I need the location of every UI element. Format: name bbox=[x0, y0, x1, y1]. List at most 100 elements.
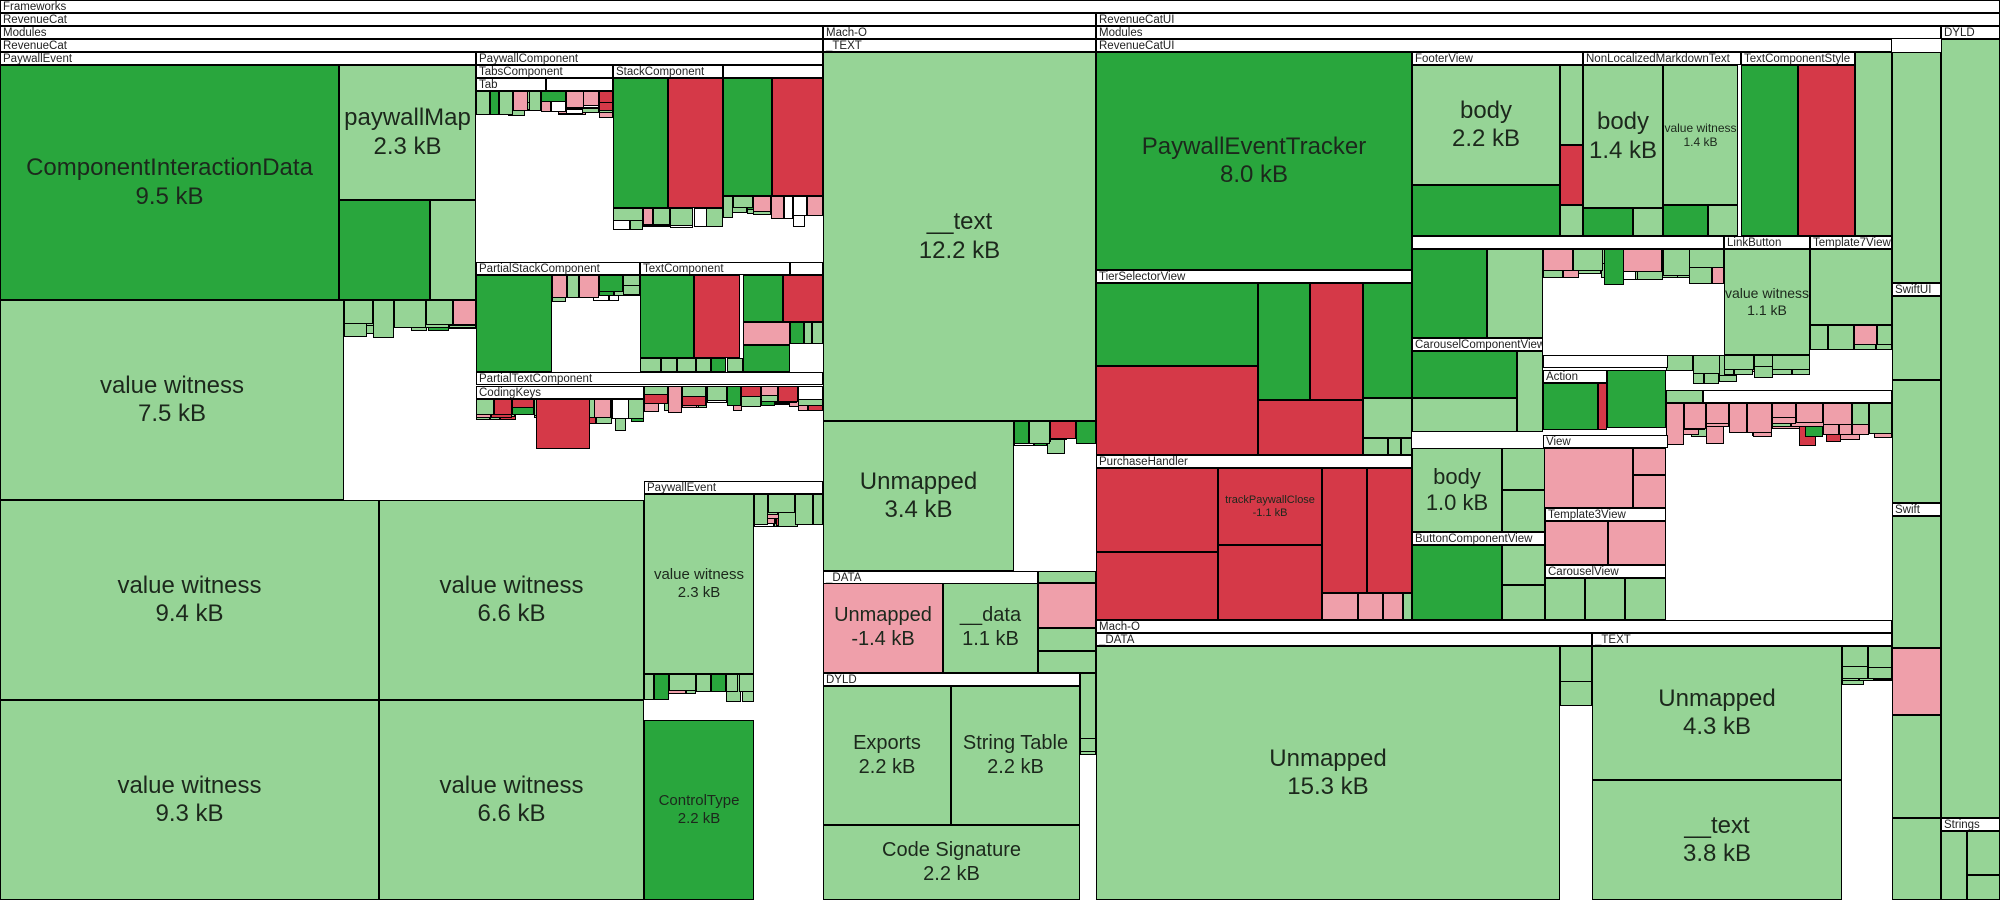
section-header-buttoncomponentview[interactable]: ButtonComponentView bbox=[1412, 532, 1545, 545]
treemap-cell[interactable] bbox=[640, 275, 694, 358]
treemap-cell[interactable] bbox=[1038, 571, 1096, 583]
treemap-cell[interactable] bbox=[694, 275, 740, 358]
treemap-cell[interactable] bbox=[1892, 296, 1941, 380]
treemap-cell[interactable] bbox=[1689, 249, 1724, 268]
treemap-cell[interactable] bbox=[696, 674, 711, 692]
treemap-cell[interactable] bbox=[512, 399, 534, 408]
section-header-dyld[interactable]: DYLD bbox=[1941, 26, 2000, 39]
treemap-cell[interactable] bbox=[1796, 403, 1823, 423]
section-header-blank[interactable] bbox=[723, 65, 823, 78]
treemap-cell[interactable] bbox=[1772, 355, 1810, 370]
treemap-cell[interactable] bbox=[727, 358, 743, 372]
treemap-cell[interactable] bbox=[1892, 818, 1941, 900]
treemap-cell-body[interactable]: body 2.2 kB bbox=[1412, 65, 1560, 185]
treemap-cell-body[interactable]: body 1.0 kB bbox=[1412, 448, 1502, 532]
treemap-cell[interactable] bbox=[654, 674, 669, 700]
treemap-cell[interactable] bbox=[1941, 831, 1967, 900]
treemap-cell[interactable] bbox=[723, 196, 733, 218]
treemap-cell[interactable] bbox=[741, 386, 761, 397]
treemap-cell[interactable] bbox=[1941, 39, 2000, 818]
treemap-cell-value-witness[interactable]: value witness 6.6 kB bbox=[379, 700, 644, 900]
treemap-cell[interactable] bbox=[628, 399, 644, 419]
section-header-blank[interactable] bbox=[1412, 236, 1724, 249]
treemap-cell[interactable] bbox=[1892, 516, 1941, 648]
treemap-cell[interactable] bbox=[726, 674, 738, 692]
treemap-cell[interactable] bbox=[677, 358, 696, 372]
section-header-template3view[interactable]: Template3View bbox=[1545, 508, 1666, 521]
treemap-cell[interactable] bbox=[1724, 355, 1754, 370]
section-header-action[interactable]: Action bbox=[1543, 370, 1607, 383]
treemap-cell[interactable] bbox=[743, 345, 790, 372]
treemap-cell[interactable] bbox=[1412, 185, 1560, 236]
section-header-tab[interactable]: Tab bbox=[476, 78, 546, 91]
treemap-cell[interactable] bbox=[1401, 438, 1412, 455]
treemap-cell[interactable] bbox=[1038, 628, 1096, 651]
treemap-cell[interactable] bbox=[644, 674, 654, 700]
treemap-cell[interactable] bbox=[754, 494, 768, 525]
treemap-cell[interactable] bbox=[768, 494, 795, 513]
treemap-cell-value-witness[interactable]: value witness 2.3 kB bbox=[644, 494, 754, 674]
treemap-cell[interactable] bbox=[1869, 403, 1892, 434]
treemap-cell[interactable] bbox=[707, 386, 727, 401]
section-header-paywallcomponent[interactable]: PaywallComponent bbox=[476, 52, 823, 65]
treemap-cell[interactable] bbox=[339, 200, 430, 300]
treemap-cell[interactable] bbox=[583, 91, 599, 106]
treemap-cell[interactable] bbox=[1310, 283, 1363, 400]
treemap-cell[interactable] bbox=[613, 78, 668, 208]
section-header-swift[interactable]: Swift bbox=[1892, 503, 1941, 516]
treemap-cell[interactable] bbox=[753, 196, 771, 212]
treemap-cell[interactable] bbox=[1892, 648, 1941, 715]
treemap-cell-value-witness[interactable]: value witness 1.4 kB bbox=[1663, 65, 1738, 205]
treemap-cell[interactable] bbox=[1625, 578, 1666, 620]
treemap-cell[interactable] bbox=[772, 78, 823, 196]
treemap-cell[interactable] bbox=[643, 208, 653, 225]
treemap-cell[interactable] bbox=[739, 674, 754, 692]
treemap-cell[interactable] bbox=[1684, 403, 1706, 429]
treemap-cell[interactable] bbox=[594, 399, 611, 418]
treemap-cell[interactable] bbox=[1014, 421, 1029, 444]
section-header-blank[interactable] bbox=[1543, 355, 1668, 368]
section-header-textcomponentstyle[interactable]: TextComponentStyle bbox=[1741, 52, 1855, 65]
section-header-mach-o[interactable]: Mach-O bbox=[1096, 620, 1892, 633]
treemap-cell[interactable] bbox=[1502, 448, 1545, 490]
treemap-cell[interactable] bbox=[804, 322, 812, 344]
section-header-mach-o[interactable]: Mach-O bbox=[823, 26, 1096, 39]
treemap-cell-unmapped[interactable]: Unmapped -1.4 kB bbox=[823, 583, 943, 673]
treemap-cell[interactable] bbox=[682, 386, 706, 397]
section-header-linkbutton[interactable]: LinkButton bbox=[1724, 236, 1810, 249]
treemap-cell[interactable] bbox=[743, 275, 783, 322]
treemap-cell-value-witness[interactable]: value witness 7.5 kB bbox=[0, 300, 344, 500]
treemap-cell[interactable] bbox=[668, 78, 723, 208]
treemap-cell[interactable] bbox=[513, 91, 528, 111]
treemap-cell[interactable] bbox=[640, 358, 661, 372]
treemap-cell[interactable] bbox=[1604, 249, 1624, 285]
treemap-cell[interactable] bbox=[1383, 593, 1403, 620]
treemap-cell[interactable] bbox=[344, 300, 373, 324]
section-header-text[interactable]: _TEXT bbox=[1592, 633, 1892, 646]
treemap-cell[interactable] bbox=[1050, 421, 1076, 439]
treemap-cell[interactable] bbox=[1487, 249, 1543, 338]
treemap-cell[interactable] bbox=[1868, 646, 1892, 668]
treemap-cell[interactable] bbox=[1608, 521, 1666, 565]
treemap-cell[interactable] bbox=[644, 386, 668, 395]
treemap-cell[interactable] bbox=[1403, 593, 1412, 620]
treemap-cell[interactable] bbox=[1517, 351, 1543, 432]
treemap-cell[interactable] bbox=[733, 196, 753, 208]
treemap-cell[interactable] bbox=[1967, 875, 2000, 900]
treemap-cell[interactable] bbox=[1096, 366, 1258, 455]
treemap-cell[interactable] bbox=[1623, 249, 1662, 272]
treemap-cell[interactable] bbox=[1502, 585, 1545, 620]
treemap-cell[interactable] bbox=[727, 386, 741, 406]
treemap-cell[interactable] bbox=[1852, 403, 1869, 425]
treemap-cell-body[interactable]: body 1.4 kB bbox=[1583, 65, 1663, 208]
treemap-cell[interactable] bbox=[1892, 715, 1941, 818]
section-header-stackcomponent[interactable]: StackComponent bbox=[613, 65, 723, 78]
treemap-cell[interactable] bbox=[1543, 383, 1598, 430]
treemap-cell[interactable] bbox=[669, 674, 696, 691]
treemap-cell[interactable] bbox=[1502, 490, 1545, 532]
treemap-cell[interactable] bbox=[783, 275, 823, 322]
treemap-cell[interactable] bbox=[1598, 383, 1607, 430]
treemap-cell[interactable] bbox=[1892, 380, 1941, 503]
treemap-cell[interactable] bbox=[706, 208, 723, 227]
treemap-cell[interactable] bbox=[812, 322, 823, 344]
